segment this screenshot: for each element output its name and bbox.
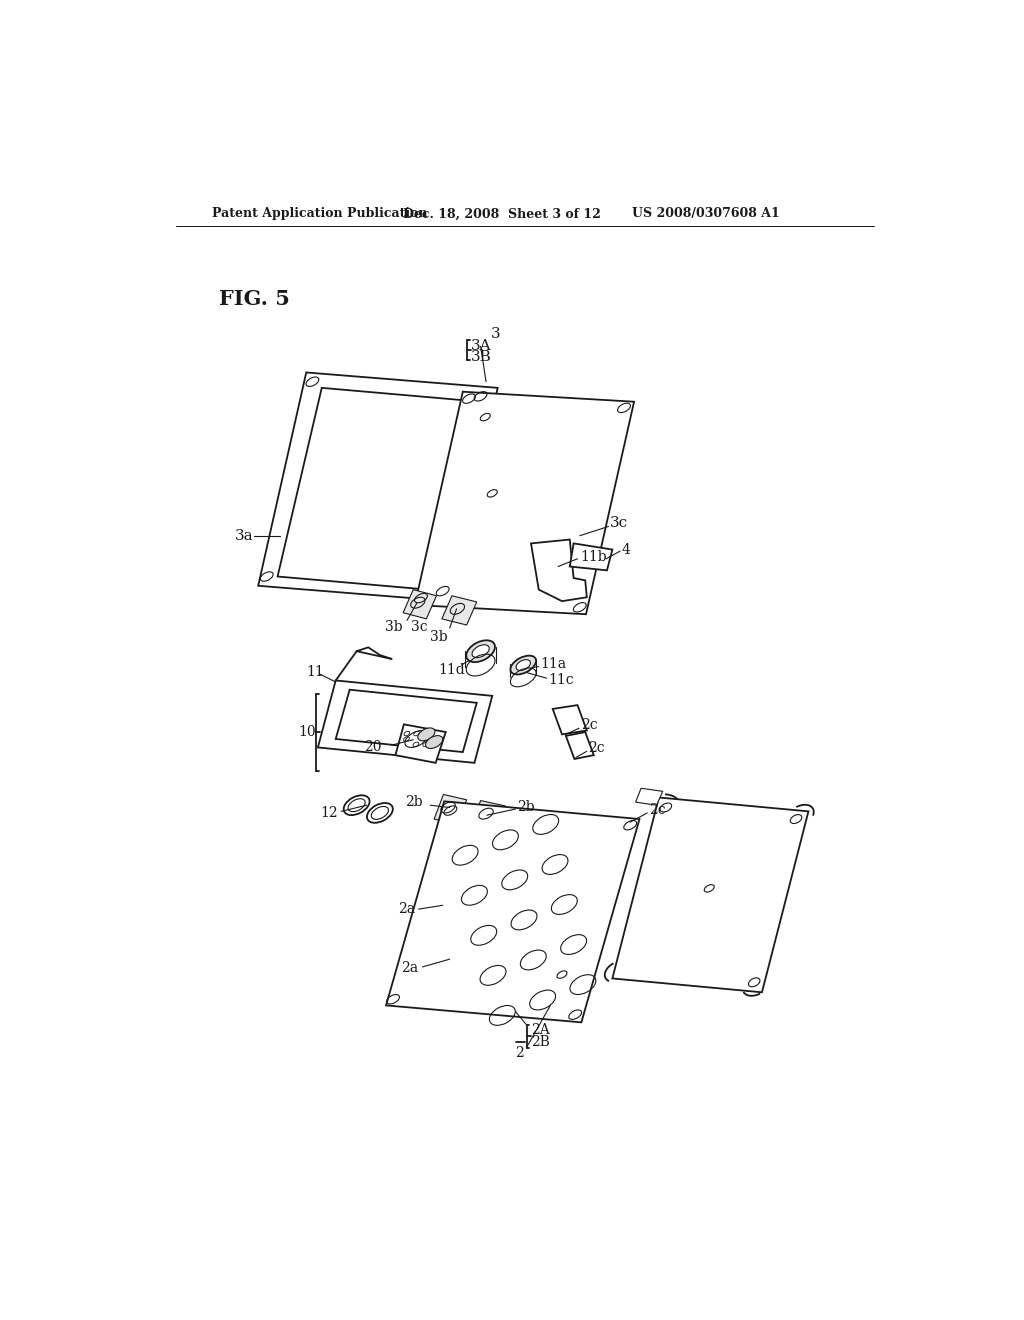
Polygon shape — [442, 595, 477, 626]
Text: 3b: 3b — [385, 619, 402, 634]
Text: 3b: 3b — [430, 631, 447, 644]
Text: 11b: 11b — [580, 550, 606, 564]
Polygon shape — [415, 392, 634, 614]
Polygon shape — [278, 388, 480, 590]
Text: 3c: 3c — [411, 619, 427, 634]
Polygon shape — [471, 800, 506, 830]
Polygon shape — [395, 725, 445, 763]
Text: FIG. 5: FIG. 5 — [219, 289, 291, 309]
Polygon shape — [403, 590, 436, 619]
Text: US 2008/0307608 A1: US 2008/0307608 A1 — [632, 207, 779, 220]
Text: 4: 4 — [622, 543, 631, 557]
Text: 2b: 2b — [517, 800, 535, 813]
Text: Patent Application Publication: Patent Application Publication — [212, 207, 427, 220]
Polygon shape — [566, 733, 594, 759]
Text: 2B: 2B — [531, 1035, 550, 1049]
Text: 2b: 2b — [406, 795, 423, 809]
Polygon shape — [553, 705, 587, 734]
Polygon shape — [336, 689, 477, 752]
Text: 2c: 2c — [589, 742, 605, 755]
Text: 11: 11 — [306, 665, 324, 678]
Polygon shape — [386, 801, 640, 1022]
Polygon shape — [569, 544, 612, 570]
Polygon shape — [317, 681, 493, 763]
Text: 3A: 3A — [471, 338, 492, 352]
Text: Dec. 18, 2008  Sheet 3 of 12: Dec. 18, 2008 Sheet 3 of 12 — [403, 207, 601, 220]
Text: 2: 2 — [515, 1047, 524, 1060]
Ellipse shape — [516, 660, 530, 671]
Text: 3B: 3B — [471, 350, 492, 364]
Text: 3: 3 — [490, 327, 501, 341]
Text: 2c: 2c — [649, 803, 666, 817]
Text: 11c: 11c — [548, 673, 573, 688]
Text: 12: 12 — [321, 807, 338, 820]
Text: 3a: 3a — [234, 529, 254, 543]
Polygon shape — [612, 797, 809, 993]
Polygon shape — [636, 788, 663, 805]
Text: 2a: 2a — [397, 902, 415, 916]
Polygon shape — [531, 540, 587, 601]
Text: 11a: 11a — [541, 656, 566, 671]
Ellipse shape — [418, 727, 435, 741]
Text: 10: 10 — [299, 725, 316, 739]
Ellipse shape — [510, 656, 537, 675]
Ellipse shape — [472, 644, 489, 657]
Ellipse shape — [426, 735, 442, 748]
Polygon shape — [258, 372, 498, 601]
Text: 2c: 2c — [581, 718, 597, 733]
Text: 2a: 2a — [400, 961, 418, 975]
Text: 3c: 3c — [610, 516, 628, 531]
Ellipse shape — [466, 640, 495, 663]
Text: 2A: 2A — [531, 1023, 550, 1038]
Text: 20: 20 — [365, 741, 382, 755]
Polygon shape — [434, 795, 467, 825]
Text: 11d: 11d — [438, 663, 465, 677]
